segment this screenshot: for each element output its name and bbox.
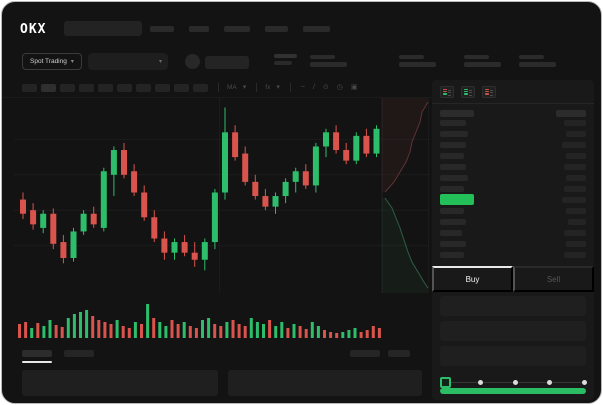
slider-stop-25[interactable]	[478, 380, 483, 385]
main-nav	[150, 26, 330, 32]
nav-item-placeholder[interactable]	[265, 26, 288, 32]
orderbook-bids	[440, 205, 586, 260]
bottom-right-control[interactable]	[350, 350, 380, 357]
orderbook-view-bids-button[interactable]	[461, 86, 475, 98]
timeframe-button[interactable]	[79, 84, 94, 92]
overlay-dropdown[interactable]: MA	[227, 84, 237, 91]
toolbar-divider	[290, 83, 291, 92]
bid-row[interactable]	[440, 227, 586, 238]
slider-stop-50[interactable]	[513, 380, 518, 385]
ask-row[interactable]	[440, 172, 586, 183]
buy-submit-button[interactable]	[440, 388, 586, 394]
draw-tool-icon[interactable]: /	[313, 84, 315, 91]
orderbook-column-headers	[440, 110, 586, 117]
volume-pane	[2, 296, 432, 340]
orderbook-view-toggles	[440, 86, 586, 98]
order-form	[440, 296, 586, 371]
last-price-display	[274, 54, 297, 65]
amount-input[interactable]	[440, 321, 586, 341]
total-input[interactable]	[440, 346, 586, 366]
clock-icon[interactable]: ◷	[337, 84, 343, 91]
coin-icon[interactable]	[185, 54, 200, 69]
ask-row[interactable]	[440, 117, 586, 128]
timeframe-button[interactable]	[174, 84, 189, 92]
chevron-down-icon[interactable]: ▾	[243, 84, 247, 91]
camera-icon[interactable]: ⊙	[323, 84, 329, 91]
timeframe-button[interactable]	[117, 84, 132, 92]
search-bar[interactable]	[64, 21, 142, 36]
nav-item-placeholder[interactable]	[303, 26, 330, 32]
tab-buy[interactable]: Buy	[432, 266, 513, 292]
subbar-button-placeholder[interactable]	[205, 56, 249, 69]
ticker-stat	[519, 55, 556, 67]
timeframe-button-active[interactable]	[41, 84, 56, 92]
price-value-placeholder	[274, 54, 297, 58]
orderbook-asks	[440, 117, 586, 194]
toolbar-divider	[218, 83, 219, 92]
timeframe-button[interactable]	[98, 84, 113, 92]
app-window: OKX Spot Trading ▾ ▾	[1, 1, 602, 404]
ticker-stat	[399, 55, 436, 67]
market-header-bar: Spot Trading ▾ ▾	[2, 46, 601, 78]
bid-row[interactable]	[440, 249, 586, 260]
market-type-label: Spot Trading	[30, 58, 67, 65]
bid-row[interactable]	[440, 205, 586, 216]
last-price-pill[interactable]	[440, 194, 474, 205]
top-navigation-bar: OKX	[2, 2, 601, 46]
amount-placeholder	[562, 197, 586, 203]
ticker-stat	[464, 55, 501, 67]
bottom-tab-active[interactable]	[22, 350, 52, 357]
fullscreen-icon[interactable]: ▣	[351, 84, 358, 91]
line-chart-icon[interactable]: ~	[301, 84, 305, 91]
ticker-stat	[310, 55, 347, 67]
slider-stop-100[interactable]	[582, 380, 587, 385]
amount-percent-slider[interactable]	[440, 374, 586, 381]
timeframe-button[interactable]	[193, 84, 208, 92]
ask-row[interactable]	[440, 183, 586, 194]
timeframe-button[interactable]	[136, 84, 151, 92]
history-panel-placeholder	[228, 370, 422, 396]
bottom-tab[interactable]	[64, 350, 94, 357]
indicator-dropdown[interactable]: fx	[265, 84, 270, 91]
timeframe-button[interactable]	[155, 84, 170, 92]
chevron-down-icon: ▾	[159, 58, 162, 65]
ask-row[interactable]	[440, 161, 586, 172]
last-price-row	[440, 194, 586, 205]
tab-sell[interactable]: Sell	[513, 266, 594, 292]
bottom-right-control[interactable]	[388, 350, 410, 357]
timeframe-button[interactable]	[22, 84, 37, 92]
ask-row[interactable]	[440, 139, 586, 150]
nav-item-placeholder[interactable]	[150, 26, 174, 32]
nav-item-placeholder[interactable]	[224, 26, 250, 32]
active-tab-underline	[22, 361, 52, 363]
volume-bars	[16, 298, 386, 338]
slider-handle[interactable]	[440, 377, 451, 388]
pair-selector-dropdown[interactable]: ▾	[88, 53, 168, 70]
toolbar-divider	[256, 83, 257, 92]
ask-row[interactable]	[440, 150, 586, 161]
chevron-down-icon[interactable]: ▾	[276, 84, 280, 91]
orderbook-view-asks-button[interactable]	[482, 86, 496, 98]
price-fiat-placeholder	[274, 61, 292, 65]
okx-logo[interactable]: OKX	[20, 22, 46, 37]
nav-item-placeholder[interactable]	[189, 26, 209, 32]
orderbook-view-both-button[interactable]	[440, 86, 454, 98]
trade-tabs: Buy Sell	[432, 266, 594, 292]
orderbook-trade-panel: Buy Sell	[432, 80, 594, 400]
depth-chart	[381, 98, 429, 293]
candles-plot	[14, 98, 429, 293]
slider-stop-75[interactable]	[547, 380, 552, 385]
orders-panel-placeholder	[22, 370, 218, 396]
chart-toolbar: MA ▾ fx ▾ ~ / ⊙ ◷ ▣	[2, 78, 432, 98]
timeframe-button[interactable]	[60, 84, 75, 92]
market-type-dropdown[interactable]: Spot Trading ▾	[22, 53, 82, 70]
price-input[interactable]	[440, 296, 586, 316]
bid-row[interactable]	[440, 216, 586, 227]
ask-row[interactable]	[440, 128, 586, 139]
depth-plot	[382, 98, 430, 293]
candlestick-chart[interactable]	[2, 98, 432, 293]
chevron-down-icon: ▾	[71, 58, 74, 65]
bid-row[interactable]	[440, 238, 586, 249]
